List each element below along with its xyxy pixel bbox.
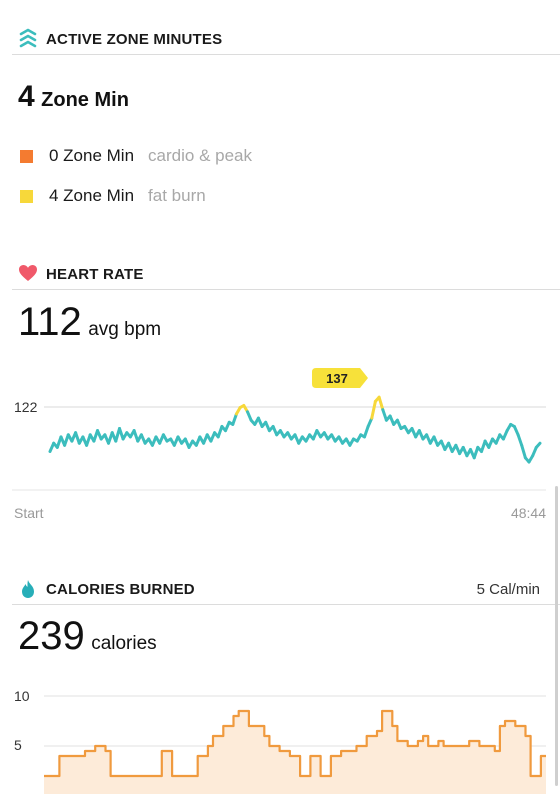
heart-rate-title: HEART RATE	[46, 266, 144, 283]
heart-rate-peak-value: 137	[326, 371, 348, 386]
heart-rate-unit: avg bpm	[88, 319, 162, 340]
calories-total: 239 calories	[18, 614, 157, 659]
active-zone-title: ACTIVE ZONE MINUTES	[46, 31, 223, 48]
calories-rate: 5 Cal/min	[476, 581, 540, 598]
flame-icon	[22, 580, 34, 598]
heart-rate-segment	[370, 399, 377, 420]
heart-rate-segment	[381, 408, 388, 422]
heart-rate-segment	[520, 443, 527, 460]
zone-minutes-total: 4 Zone Min	[18, 80, 129, 114]
heart-rate-segment	[246, 410, 253, 422]
heart-rate-chart: 137	[12, 368, 546, 491]
heart-rate-segment	[531, 445, 538, 458]
heart-rate-segment	[363, 425, 370, 439]
heart-icon	[19, 265, 37, 281]
heart-rate-segment	[224, 420, 231, 433]
heart-rate-segment	[534, 441, 542, 449]
zone-row-cardio-peak: 0 Zone Min cardio & peak	[20, 146, 252, 166]
heart-rate-segment	[231, 412, 238, 426]
scrollbar[interactable]	[555, 486, 558, 786]
calories-y-label-10: 10	[14, 688, 30, 704]
calories-line	[44, 709, 546, 778]
zone-minutes-unit: Zone Min	[41, 89, 129, 111]
cardio-peak-swatch	[20, 149, 33, 163]
heart-rate-x-start: Start	[14, 505, 44, 521]
cardio-peak-value: 0 Zone Min	[49, 146, 135, 165]
calories-unit: calories	[91, 633, 157, 654]
heart-rate-segment	[395, 418, 403, 430]
cardio-peak-label: cardio & peak	[148, 146, 252, 165]
heart-rate-y-label: 122	[14, 399, 38, 415]
calories-value: 239	[18, 614, 85, 658]
heart-rate-x-end: 48:44	[510, 505, 546, 521]
heart-rate-segment	[516, 433, 524, 447]
fat-burn-value: 4 Zone Min	[49, 186, 135, 205]
heart-rate-value: 112	[18, 300, 82, 344]
active-zone-icon	[19, 28, 37, 48]
fat-burn-swatch	[20, 189, 33, 203]
calories-title: CALORIES BURNED	[46, 581, 195, 598]
heart-rate-average: 112 avg bpm	[18, 300, 161, 345]
heart-rate-segment	[377, 395, 385, 412]
calories-y-label-5: 5	[14, 737, 22, 753]
zone-row-fat-burn: 4 Zone Min fat burn	[20, 186, 206, 206]
calories-chart	[44, 695, 546, 794]
heart-rate-segment	[366, 416, 374, 428]
heart-rate-segment	[216, 425, 224, 439]
calories-area-fill	[44, 711, 546, 794]
zone-minutes-value: 4	[18, 80, 35, 113]
heart-rate-segment	[501, 429, 509, 441]
heart-rate-segment	[472, 445, 480, 460]
fat-burn-label: fat burn	[148, 186, 206, 205]
calories-divider	[12, 604, 560, 605]
heart-rate-peak-badge: 137	[312, 368, 368, 388]
active-zone-divider	[12, 54, 560, 55]
heart-rate-segment	[512, 425, 520, 437]
heart-rate-divider	[12, 289, 560, 290]
